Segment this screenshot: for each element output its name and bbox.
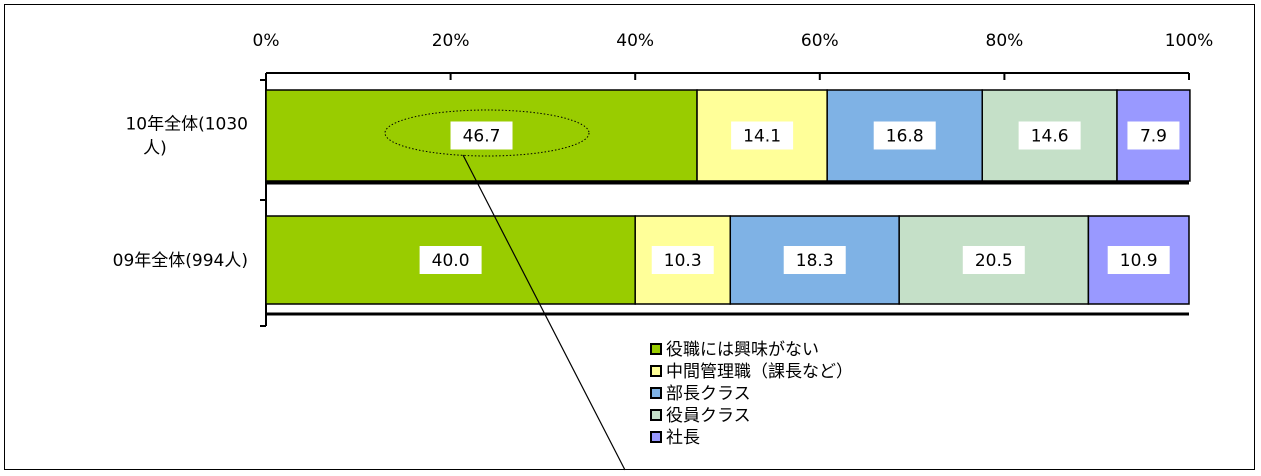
data-label-box xyxy=(962,246,1025,274)
data-label-box xyxy=(651,246,714,274)
legend-swatch xyxy=(650,431,662,443)
data-label-box xyxy=(1107,246,1170,274)
legend-swatch xyxy=(650,365,662,377)
data-label: 7.9 xyxy=(1140,127,1167,147)
x-tick-label: 0% xyxy=(253,31,280,51)
data-label-box xyxy=(450,121,513,150)
legend-swatch xyxy=(650,343,662,355)
category-label: 10年全体(1030 xyxy=(125,115,248,135)
chart-frame xyxy=(4,4,1255,470)
annotation-ellipse xyxy=(384,109,590,157)
data-label: 16.8 xyxy=(886,127,924,147)
data-label-box xyxy=(419,246,482,274)
legend-label: 部長クラス xyxy=(666,384,751,404)
legend-swatch xyxy=(650,387,662,399)
legend-label: 役職には興味がない xyxy=(666,340,819,360)
data-label-box xyxy=(783,246,846,274)
data-label: 18.3 xyxy=(796,251,834,271)
x-tick-label: 80% xyxy=(986,31,1024,51)
legend-label: 社長 xyxy=(666,428,700,448)
callout-line xyxy=(462,154,626,471)
data-label-box xyxy=(873,121,936,150)
legend-label: 中間管理職（課長など） xyxy=(666,362,853,382)
legend-swatch xyxy=(650,409,662,421)
category-label: 人) xyxy=(143,139,167,159)
x-tick-label: 20% xyxy=(432,31,470,51)
data-label: 14.1 xyxy=(743,127,781,147)
data-label-box xyxy=(1018,121,1081,150)
data-label-box xyxy=(731,121,794,150)
data-label: 46.7 xyxy=(463,127,501,147)
x-tick-label: 60% xyxy=(801,31,839,51)
x-tick-label: 100% xyxy=(1165,31,1214,51)
legend-label: 役員クラス xyxy=(666,406,751,426)
data-label-box xyxy=(1127,121,1180,150)
x-tick-label: 40% xyxy=(616,31,654,51)
data-label: 40.0 xyxy=(432,251,470,271)
data-label: 10.3 xyxy=(664,251,702,271)
data-label: 14.6 xyxy=(1031,127,1069,147)
category-label: 09年全体(994人) xyxy=(113,251,248,271)
data-label: 10.9 xyxy=(1120,251,1158,271)
data-label: 20.5 xyxy=(975,251,1013,271)
